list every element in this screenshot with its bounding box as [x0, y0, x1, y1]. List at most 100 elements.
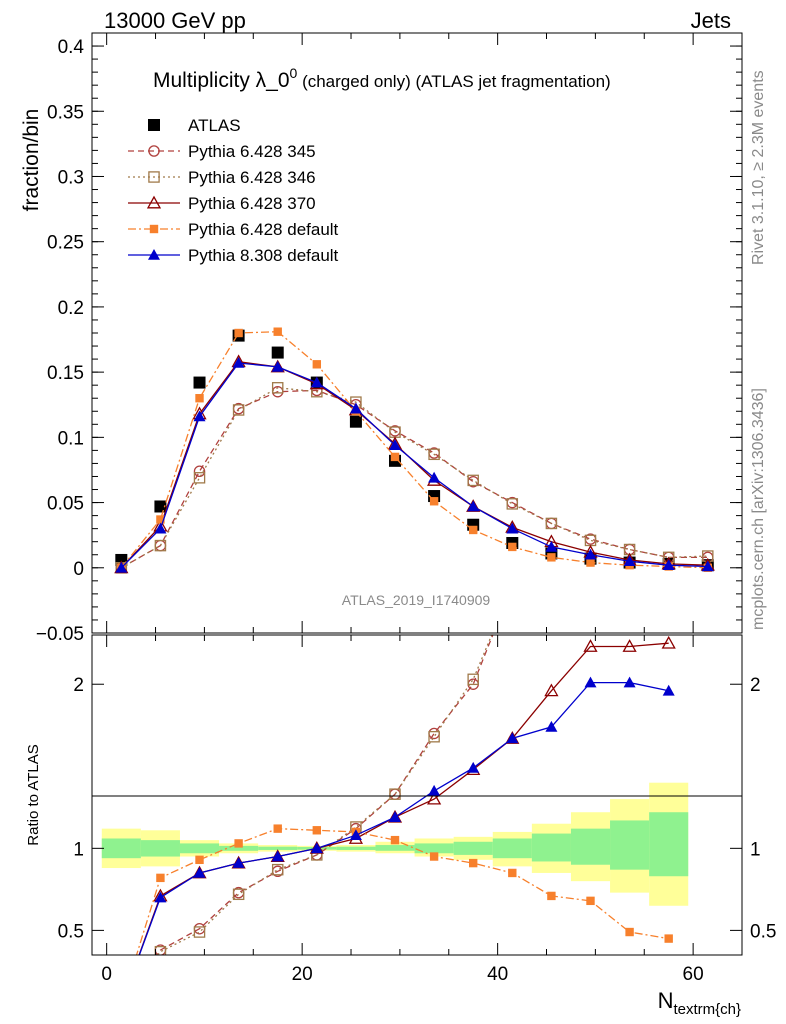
data-point — [234, 328, 243, 338]
legend-entry: Pythia 6.428 370 — [128, 194, 316, 213]
series-line — [120, 361, 708, 569]
data-point — [193, 376, 206, 389]
ratio-point — [389, 811, 402, 822]
ratio-point — [585, 466, 595, 476]
ratio-point — [469, 858, 478, 868]
ratio-y-tick-label: 1 — [73, 839, 84, 860]
data-point — [506, 498, 519, 510]
ratio-y-tick-label-right: 0.5 — [750, 921, 776, 942]
main-y-tick-label: 0.2 — [58, 298, 84, 319]
main-y-tick-label: 0.4 — [58, 37, 85, 58]
legend-label: Pythia 6.428 345 — [188, 142, 316, 161]
main-y-tick-label: −0.05 — [36, 624, 84, 645]
data-point — [467, 474, 479, 487]
main-y-tick-label: 0.3 — [58, 167, 84, 188]
data-point — [349, 415, 362, 428]
ratio-point — [232, 857, 245, 868]
legend-entry: Pythia 6.428 346 — [128, 168, 316, 187]
legend-marker — [148, 249, 160, 260]
main-y-tick-label: 0.05 — [47, 494, 84, 515]
ratio-point — [623, 676, 636, 688]
ratio-point — [115, 998, 127, 1009]
data-point — [390, 452, 400, 462]
ratio-point — [624, 433, 634, 443]
data-point — [310, 376, 323, 388]
x-tick-label: 60 — [683, 964, 704, 985]
ratio-panel-frame — [91, 634, 743, 956]
data-point — [545, 517, 558, 530]
data-point — [271, 360, 284, 372]
ratio-series-1 — [154, 417, 674, 955]
ratio-point — [507, 581, 517, 591]
ratio-point — [428, 727, 440, 740]
ratio-point — [664, 934, 673, 943]
data-point — [193, 465, 206, 478]
ratio-point — [545, 720, 558, 732]
data-point — [662, 559, 675, 570]
analysis-watermark: ATLAS_2019_I1740909 — [342, 592, 491, 608]
series-line — [120, 362, 708, 569]
ratio-point — [156, 873, 165, 883]
ratio-point — [662, 684, 675, 696]
legend-marker — [148, 145, 160, 157]
data-point — [271, 346, 284, 359]
legend-label: ATLAS — [188, 116, 241, 135]
data-point — [232, 404, 245, 416]
ratio-point — [584, 676, 597, 688]
data-point — [193, 472, 206, 484]
legend-label: Pythia 8.308 default — [188, 246, 339, 265]
data-point — [154, 500, 167, 513]
main-y-tick-label: 0 — [73, 559, 84, 580]
ratio-point — [625, 927, 634, 937]
ratio-point — [467, 761, 480, 773]
ratio-point — [546, 499, 556, 509]
green-band-bin — [101, 838, 141, 859]
data-point — [506, 522, 519, 534]
series-line — [121, 387, 708, 569]
ratio-point — [624, 433, 634, 443]
data-point — [195, 394, 204, 403]
ratio-point — [664, 417, 674, 427]
ratio-point — [232, 888, 245, 901]
green-band-bin — [453, 841, 493, 855]
green-band-bin — [610, 820, 650, 870]
data-point — [623, 555, 636, 567]
ratio-point — [427, 791, 442, 805]
ratio-line — [135, 827, 669, 955]
x-tick-label: 0 — [101, 964, 112, 985]
series-1 — [115, 384, 714, 574]
legend-entry: Pythia 8.308 default — [128, 246, 339, 265]
ratio-point — [117, 1000, 125, 1008]
legend-label: Pythia 6.428 346 — [188, 168, 316, 187]
legend-label: Pythia 6.428 default — [188, 220, 339, 239]
green-band-bin — [375, 845, 415, 851]
legend: ATLAS Pythia 6.428 345 Pythia 6.428 346 Pyt… — [128, 116, 339, 265]
ratio-point — [467, 673, 479, 686]
axes: −0.05 0 0.05 0.1 0.15 0.2 0.25 0.3 0.35 0.4 0.5 0.5… — [36, 33, 776, 985]
ratio-point — [546, 499, 556, 509]
legend-marker — [149, 224, 159, 234]
data-point — [115, 561, 128, 573]
data-point — [428, 448, 440, 461]
main-y-axis-label: fraction/bin — [20, 109, 43, 212]
data-point — [156, 515, 165, 524]
green-band-bin — [492, 838, 532, 859]
ratio-point — [508, 868, 517, 878]
ratio-point — [661, 635, 676, 649]
mcplots-label: mcplots.cern.ch [arXiv:1306.3436] — [750, 388, 767, 630]
series-5 — [115, 357, 714, 573]
data-point — [547, 553, 556, 562]
ratio-point — [664, 417, 674, 427]
ratio-point — [583, 639, 598, 652]
legend-marker — [148, 119, 160, 131]
ratio-point — [193, 866, 206, 878]
ratio-point — [271, 863, 284, 876]
legend-entry: Pythia 6.428 default — [128, 220, 339, 239]
plot-title: Multiplicity λ_00 (charged only) (ATLAS … — [153, 65, 611, 92]
ratio-series-0 — [154, 417, 674, 955]
ratio-point — [234, 839, 243, 848]
ratio-point — [154, 891, 167, 903]
series-line — [120, 331, 708, 569]
ratio-point — [507, 581, 517, 591]
ratio-point — [310, 842, 323, 854]
